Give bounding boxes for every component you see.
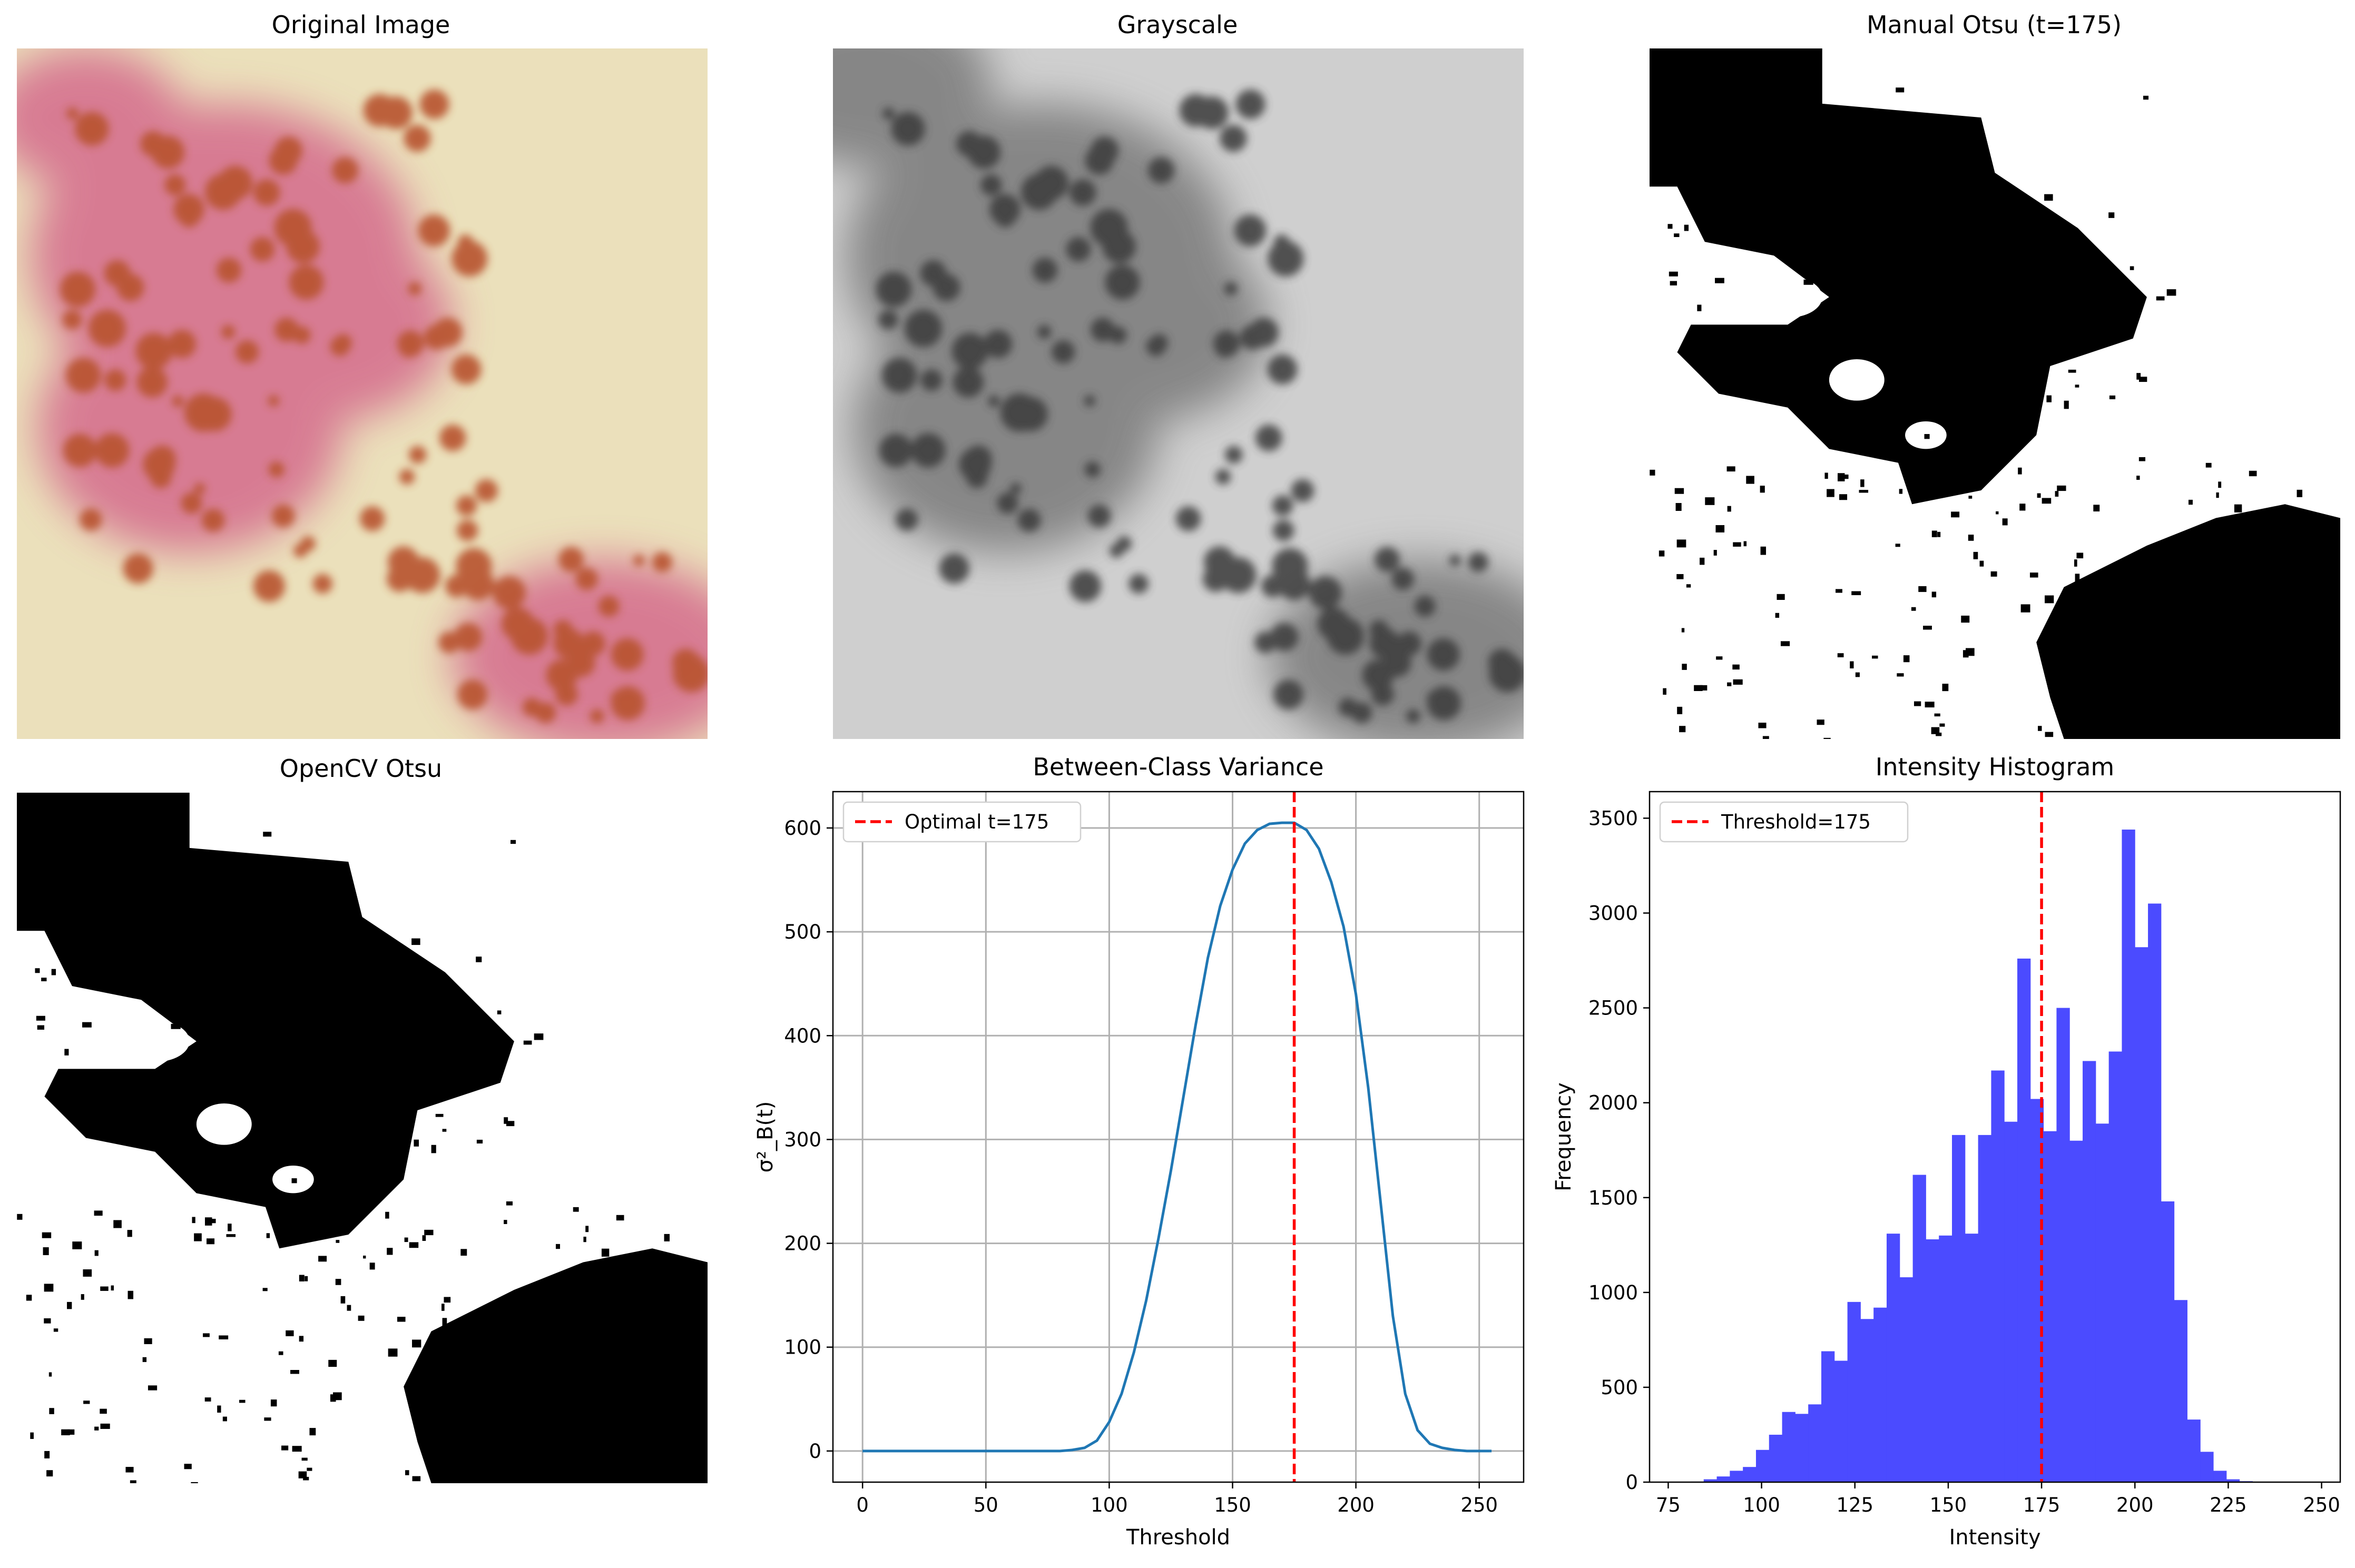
y-tick-label: 1500 bbox=[1588, 1187, 1638, 1209]
histogram-bar bbox=[1991, 1070, 2005, 1482]
x-axis-label: Intensity bbox=[1949, 1525, 2040, 1550]
histogram-bar bbox=[2069, 1140, 2083, 1482]
histogram-bar bbox=[2083, 1061, 2096, 1482]
histogram-bar bbox=[2056, 1008, 2070, 1482]
histogram-bar bbox=[2135, 947, 2148, 1482]
y-tick-label: 500 bbox=[784, 921, 821, 943]
histogram-bar bbox=[1847, 1301, 1861, 1482]
histogram-bar bbox=[2004, 1121, 2018, 1482]
x-tick-label: 150 bbox=[1930, 1494, 1967, 1516]
x-tick-label: 50 bbox=[974, 1494, 998, 1516]
histogram-bar bbox=[1952, 1135, 1966, 1482]
histogram-plot-frame bbox=[1648, 791, 2341, 1483]
histogram-bar bbox=[2213, 1471, 2227, 1482]
x-tick-label: 100 bbox=[1091, 1494, 1128, 1516]
y-tick-label: 100 bbox=[784, 1336, 821, 1359]
histogram-bar bbox=[1873, 1307, 1887, 1482]
histogram-bar bbox=[1716, 1476, 1730, 1482]
histogram-bar bbox=[1926, 1239, 1939, 1482]
y-tick-label: 400 bbox=[784, 1024, 821, 1047]
histogram-legend: Threshold=175 bbox=[1659, 801, 1909, 843]
opencv-otsu-title: OpenCV Otsu bbox=[279, 754, 443, 783]
histogram-bar bbox=[1899, 1277, 1914, 1482]
x-tick-label: 150 bbox=[1214, 1494, 1251, 1516]
manual-otsu-image bbox=[1650, 48, 2340, 739]
histogram-bar bbox=[1703, 1479, 1718, 1482]
y-tick-label: 600 bbox=[784, 817, 821, 840]
variance-legend: Optimal t=175 bbox=[842, 801, 1082, 843]
histogram-bar bbox=[2108, 1051, 2122, 1482]
histogram-chart: Intensity Histogram 75 100 125 150 175 200 225 2… bbox=[1552, 753, 2341, 1550]
y-tick-label: 1000 bbox=[1588, 1281, 1638, 1304]
legend-box bbox=[1659, 801, 1909, 843]
y-tick-label: 500 bbox=[1601, 1376, 1638, 1399]
histogram-bar bbox=[1755, 1449, 1770, 1482]
x-tick-label: 225 bbox=[2210, 1494, 2247, 1516]
y-tick-label: 2000 bbox=[1588, 1092, 1638, 1115]
histogram-bar bbox=[1834, 1360, 1848, 1482]
variance-chart: Between-Class Variance 0 50 100 150 200 250 0 10… bbox=[753, 753, 1525, 1550]
variance-title: Between-Class Variance bbox=[1033, 753, 1323, 781]
histogram-bar bbox=[1965, 1234, 1979, 1482]
x-tick-label: 200 bbox=[1337, 1494, 1375, 1516]
variance-plot-frame bbox=[832, 791, 1525, 1483]
histogram-bar bbox=[2095, 1123, 2109, 1482]
histogram-bar bbox=[2122, 830, 2135, 1482]
y-tick-label: 3000 bbox=[1588, 902, 1638, 925]
histogram-bar bbox=[2043, 1131, 2057, 1482]
original-title: Original Image bbox=[271, 11, 450, 39]
variance-series-line bbox=[862, 821, 1492, 1453]
histogram-bar bbox=[1808, 1404, 1822, 1482]
legend-label: Optimal t=175 bbox=[905, 811, 1049, 833]
x-tick-label: 75 bbox=[1656, 1494, 1681, 1516]
histogram-bar bbox=[2200, 1452, 2214, 1482]
histogram-bar bbox=[1782, 1412, 1795, 1482]
x-tick-label: 250 bbox=[1460, 1494, 1498, 1516]
x-tick-label: 250 bbox=[2303, 1494, 2340, 1516]
x-axis-label: Threshold bbox=[1126, 1525, 1230, 1550]
histogram-bar bbox=[2226, 1479, 2240, 1482]
y-tick-label: 200 bbox=[784, 1232, 821, 1255]
x-tick-label: 100 bbox=[1743, 1494, 1780, 1516]
histogram-bar bbox=[2148, 903, 2162, 1482]
histogram-bar bbox=[1939, 1235, 1952, 1482]
y-tick-label: 2500 bbox=[1588, 997, 1638, 1020]
y-tick-label: 0 bbox=[809, 1440, 821, 1463]
original-image bbox=[17, 48, 708, 739]
histogram-bar bbox=[1886, 1234, 1900, 1482]
legend-label: Threshold=175 bbox=[1721, 811, 1871, 833]
histogram-bar bbox=[1795, 1414, 1809, 1482]
x-tick-label: 200 bbox=[2116, 1494, 2154, 1516]
histogram-bar bbox=[1743, 1467, 1757, 1482]
y-tick-label: 3500 bbox=[1588, 807, 1638, 830]
grayscale-title: Grayscale bbox=[1117, 11, 1238, 39]
y-tick-label: 300 bbox=[784, 1128, 821, 1151]
histogram-bar bbox=[1821, 1351, 1835, 1482]
x-tick-label: 0 bbox=[856, 1494, 869, 1516]
histogram-bar bbox=[1730, 1471, 1743, 1482]
histogram-bar bbox=[2174, 1300, 2187, 1482]
y-tick-label: 0 bbox=[1625, 1471, 1638, 1494]
grayscale-image bbox=[833, 48, 1524, 739]
y-axis-label: σ²_B(t) bbox=[753, 1101, 778, 1173]
histogram-bar bbox=[1860, 1319, 1874, 1482]
histogram-bar bbox=[2187, 1419, 2201, 1482]
histogram-bar bbox=[1769, 1434, 1783, 1482]
histogram-bar bbox=[2161, 1201, 2175, 1482]
x-tick-label: 175 bbox=[2023, 1494, 2060, 1516]
legend-box bbox=[842, 801, 1082, 843]
y-axis-label: Frequency bbox=[1552, 1082, 1576, 1191]
manual-otsu-title: Manual Otsu (t=175) bbox=[1866, 11, 2122, 39]
histogram-bar bbox=[1912, 1175, 1926, 1482]
histogram-bar bbox=[2017, 958, 2031, 1482]
x-tick-label: 125 bbox=[1836, 1494, 1873, 1516]
histogram-bar bbox=[1978, 1135, 1991, 1482]
opencv-otsu-image bbox=[17, 793, 708, 1483]
histogram-title: Intensity Histogram bbox=[1876, 753, 2114, 781]
